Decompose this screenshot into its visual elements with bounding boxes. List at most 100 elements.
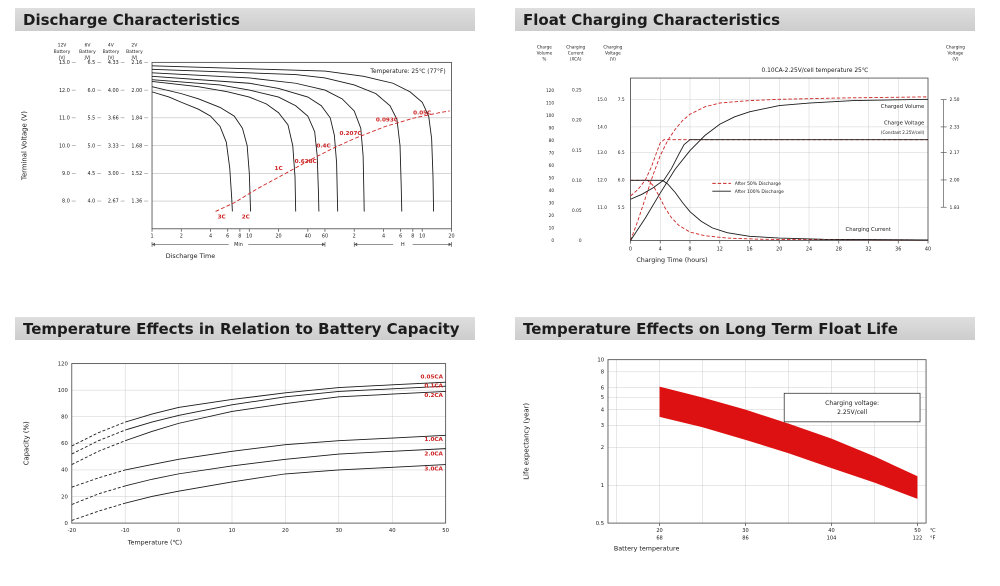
series-3.0CA-dashed <box>71 503 126 522</box>
curve-label: 3C <box>218 214 226 220</box>
series-2C <box>151 86 252 212</box>
y-axis-header: Battery <box>54 49 71 55</box>
y-tick-label: 12.0 <box>59 88 70 94</box>
annotation-box <box>783 393 921 423</box>
current-tick: 0.25 <box>572 88 582 94</box>
series-1.0CA-dashed <box>71 469 126 489</box>
voltage-right-header: Charging <box>946 45 965 50</box>
voltage-header: Voltage <box>605 51 621 56</box>
volume-tick: 120 <box>546 88 554 94</box>
temperature-capacity-chart: -20 -10 0 10 20 30 40 50 0 20 40 60 80 100 120 0.05CA 0.… <box>23 362 449 547</box>
y-axis-header: Battery <box>126 49 143 55</box>
x-tick-label: 1 <box>150 234 153 240</box>
y-tick-label: 4.33 <box>108 60 119 66</box>
x-tick-fahrenheit: 86 <box>742 536 748 542</box>
y-tick-label: 9.0 <box>62 171 70 177</box>
y-tick-label: 3 <box>601 424 604 430</box>
y-tick-label: 0.5 <box>596 521 604 527</box>
y-axis-header: JVJ <box>58 55 65 61</box>
series-0.05CA-dashed <box>71 422 126 447</box>
series-label: (Constant 2.25V/cell) <box>881 130 925 135</box>
y-tick-label: 2.67 <box>108 199 119 205</box>
x-tick-label: 20 <box>776 246 782 252</box>
y-axis-header: Battery <box>103 49 120 55</box>
curve-label: 1C <box>275 166 283 172</box>
series-charging-current-50 <box>630 179 929 241</box>
voltage6-tick: 5.5 <box>618 205 625 211</box>
panel-title-discharge: Discharge Characteristics <box>23 10 240 29</box>
y-tick-label: 3.66 <box>108 116 119 122</box>
arrow-head <box>322 242 325 247</box>
volume-tick: 10 <box>549 226 555 232</box>
curve-label: 0.1CA <box>424 384 443 390</box>
x-tick-label: -10 <box>121 528 130 534</box>
x-tick-label: 40 <box>305 234 311 240</box>
y-axis-header: JVJ <box>107 55 114 61</box>
series-0.4C <box>151 75 339 212</box>
current-tick: 0.15 <box>572 148 582 154</box>
volume-tick: 40 <box>549 188 555 194</box>
series-0.05C <box>152 65 435 212</box>
plot-frame <box>71 363 447 524</box>
current-tick: 0.20 <box>572 118 582 124</box>
panel-discharge-characteristics: Discharge Characteristics 12V Battery JVJ 1… <box>15 8 475 289</box>
x-tick-label: 36 <box>895 246 901 252</box>
x-axis-title: Charging Time (hours) <box>636 257 707 264</box>
y-tick-label: 8 <box>601 370 604 376</box>
y-axis-header: 2V <box>131 43 138 49</box>
x-section-label: H <box>401 242 405 248</box>
temperature-note: Temperature: 25℃ (77°F) <box>369 68 445 75</box>
x-section-label: Min <box>234 242 243 248</box>
volume-tick: 0 <box>551 238 554 244</box>
current-tick: 0 <box>579 238 582 244</box>
panel-header-float-charging: Float Charging Characteristics <box>515 8 975 31</box>
series-0.628C <box>151 79 320 212</box>
panel-header-temperature-capacity: Temperature Effects in Relation to Batte… <box>15 317 475 341</box>
series-2.0CA-dashed <box>71 485 126 506</box>
arrow-head <box>354 242 358 247</box>
x-unit-fahrenheit: °F <box>930 536 936 542</box>
y-tick-label: 40 <box>61 468 68 474</box>
x-tick-celsius: 30 <box>742 528 748 534</box>
series-0.05CA <box>125 382 446 423</box>
legend-label: After 100% Discharge <box>735 189 784 195</box>
x-tick-label: 20 <box>448 234 454 240</box>
panel-temperature-capacity: Temperature Effects in Relation to Batte… <box>15 317 475 574</box>
volume-tick: 90 <box>549 126 555 132</box>
series-0.093C <box>152 68 403 212</box>
y-tick-label: 3.33 <box>108 143 119 149</box>
y-tick-label: 13.0 <box>59 60 70 66</box>
voltage-right-tick: 2.33 <box>950 124 960 130</box>
x-tick-label: 10 <box>419 234 425 240</box>
x-tick-label: 8 <box>411 234 414 240</box>
curve-label: 2C <box>242 214 250 220</box>
x-axis-title: Temperature (℃) <box>127 540 182 547</box>
volume-tick: 100 <box>546 113 554 119</box>
y-tick-label: 1 <box>601 484 604 490</box>
y-tick-label: 1.84 <box>131 116 142 122</box>
panel-title-float-life: Temperature Effects on Long Term Float L… <box>523 319 898 338</box>
panel-float-life: Temperature Effects on Long Term Float L… <box>515 317 975 574</box>
panel-title-float-charging: Float Charging Characteristics <box>523 10 781 29</box>
x-tick-label: 4 <box>382 234 385 240</box>
x-tick-label: 4 <box>659 246 662 252</box>
curve-label: 3.0CA <box>424 467 443 473</box>
series-label: Charging Current <box>846 227 891 233</box>
arrow-head <box>448 242 452 247</box>
curve-label: 0.4C <box>316 143 330 149</box>
y-tick-label: 3.00 <box>108 171 119 177</box>
x-tick-label: 2 <box>353 234 356 240</box>
x-tick-label: 32 <box>865 246 871 252</box>
voltage12-tick: 15.0 <box>597 97 607 103</box>
y-tick-label: 10.0 <box>59 143 70 149</box>
series-1.0CA <box>125 435 446 471</box>
curve-label: 2.0CA <box>424 452 443 458</box>
voltage-header: (V) <box>610 56 616 61</box>
series-charging-current-100 <box>630 179 929 241</box>
voltage6-tick: 6.5 <box>618 150 625 156</box>
capacity-line <box>215 110 450 212</box>
voltage-right-header: Voltage <box>948 51 964 56</box>
series-0.1CA-dashed <box>71 430 126 455</box>
volume-tick: 50 <box>549 176 555 182</box>
